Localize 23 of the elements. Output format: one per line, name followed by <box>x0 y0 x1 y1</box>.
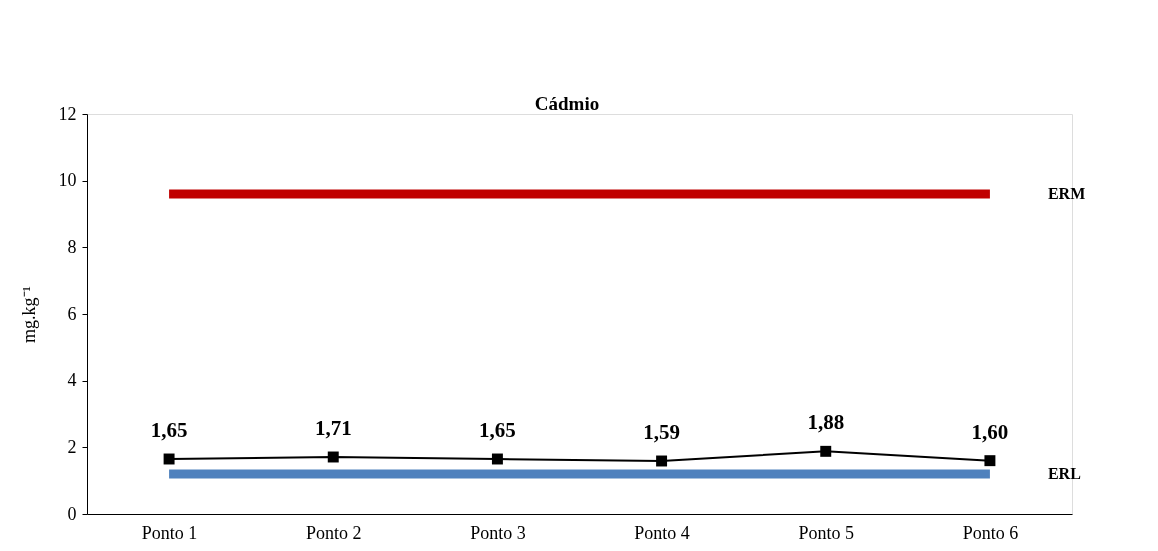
x-tick-label: Ponto 3 <box>470 522 526 543</box>
y-tick-label: 8 <box>67 236 77 257</box>
data-label: 1,65 <box>479 418 516 442</box>
chart-title: Cádmio <box>534 93 600 114</box>
text: ERL <box>1047 465 1081 482</box>
y-tick-label: 2 <box>67 436 77 457</box>
data-label: 1,88 <box>807 410 845 435</box>
data-label: 1,60 <box>971 419 1009 444</box>
y-tick-label: 12 <box>58 103 77 124</box>
x-tick-label: Ponto 5 <box>798 522 855 543</box>
x-tick-label: Ponto 6 <box>962 522 1019 543</box>
x-tick-label: Ponto 4 <box>634 522 690 543</box>
data-label: 1,71 <box>314 416 352 440</box>
x-tick-label: Ponto 2 <box>305 522 362 543</box>
y-tick-label: 10 <box>58 170 77 191</box>
y-axis-title: mg.kg⁻¹ <box>18 286 39 343</box>
data-label: 1,59 <box>643 420 680 444</box>
y-tick-label: 0 <box>67 503 77 524</box>
x-tick-label: Ponto 1 <box>141 522 198 543</box>
data-label: 1,65 <box>150 418 188 442</box>
text: ERM <box>1047 185 1086 202</box>
y-tick-label: 4 <box>67 370 77 391</box>
y-tick-label: 6 <box>67 303 77 324</box>
